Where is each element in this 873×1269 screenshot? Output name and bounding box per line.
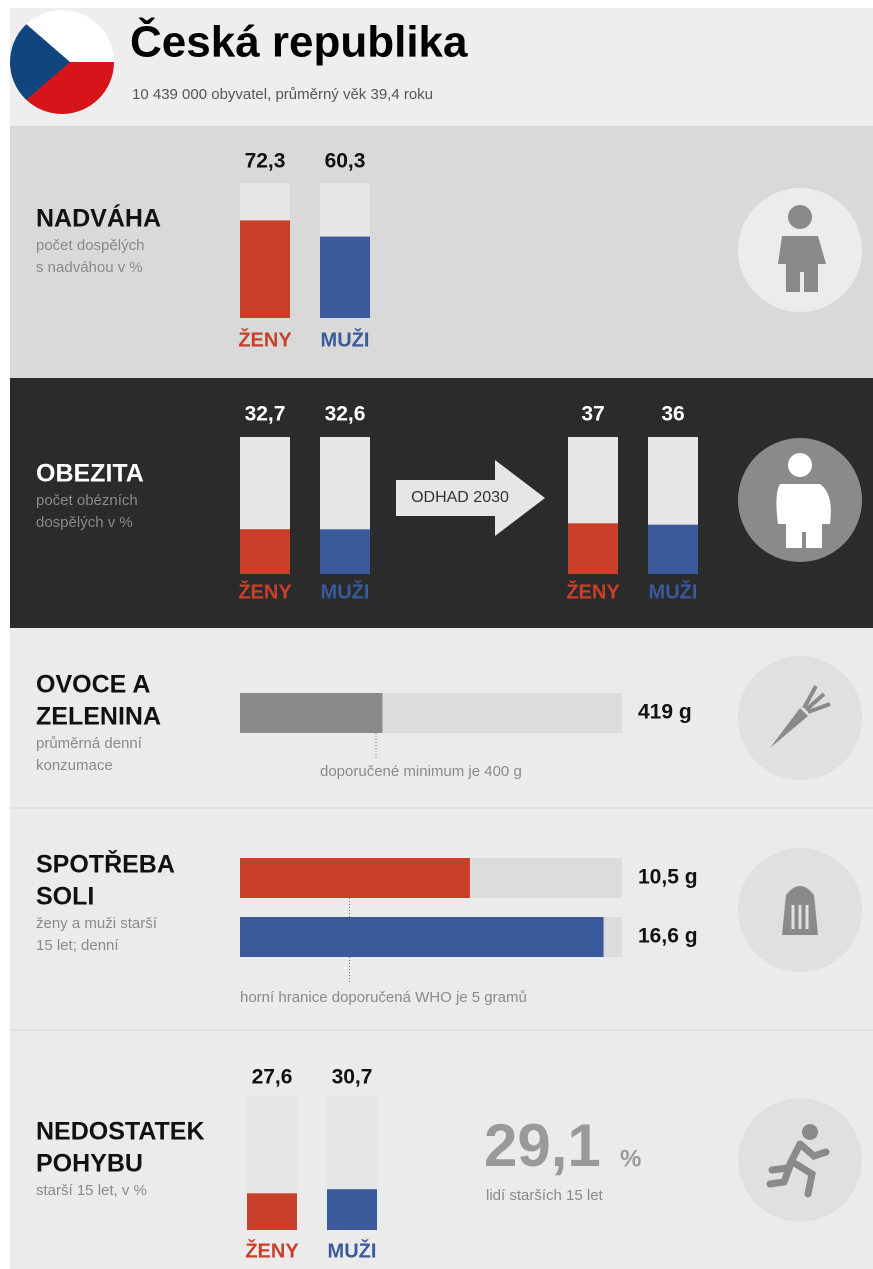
flag [10,10,114,114]
bar-value-label: 32,7 [245,403,286,426]
section-desc: počet dospělých [36,237,144,254]
subtitle: 10 439 000 obyvatel, průměrný věk 39,4 r… [132,86,433,103]
section-title: NEDOSTATEK [36,1118,205,1146]
bar [568,523,618,574]
bar [240,917,604,957]
overweight-bg [10,126,873,378]
section-desc: počet obézních [36,492,138,509]
section-desc: s nadváhou v % [36,259,143,276]
section-title: SOLI [36,883,94,911]
bar-value-label: 419 g [638,701,692,724]
section-desc: 15 let; denní [36,937,119,954]
title: Česká republika [130,16,468,67]
bar [240,858,470,898]
icon-runner [738,1098,862,1222]
bar [648,524,698,574]
bar-value-label: 27,6 [252,1066,293,1089]
section-title: OBEZITA [36,460,144,488]
icon-carrot [738,656,862,780]
section-desc: starší 15 let, v % [36,1182,147,1199]
section-title: SPOTŘEBA [36,849,175,879]
bar-name: MUŽI [649,579,698,603]
bar-name: MUŽI [321,327,370,351]
bar-name: ŽENY [245,1238,299,1262]
section-title: OVOCE A [36,671,150,699]
section-desc: dospělých v % [36,514,133,531]
total-unit: % [620,1145,641,1172]
section-desc: průměrná denní [36,735,143,752]
total-value: 29,1 [484,1112,601,1179]
section-desc: konzumace [36,757,113,774]
bar-value-label: 30,7 [332,1066,373,1089]
bar-name: ŽENY [238,327,292,351]
section-title: POHYBU [36,1150,143,1178]
bar-value-label: 60,3 [325,150,366,173]
section-title: NADVÁHA [36,204,161,233]
bar-value-label: 10,5 g [638,866,698,889]
icon-obesity [738,438,862,562]
header-bg [10,8,873,126]
icon-salt [738,848,862,972]
icon-overweight [738,188,862,312]
bar-name: ŽENY [566,579,620,603]
bar-value-label: 72,3 [245,150,286,173]
bar-value-label: 36 [661,403,684,426]
bar-name: MUŽI [328,1238,377,1262]
bar-name: MUŽI [321,579,370,603]
arrow [396,460,545,536]
bar-name: ŽENY [238,579,292,603]
reference-note: doporučené minimum je 400 g [320,763,522,780]
bar [240,220,290,318]
bar [247,1193,297,1230]
section-title: ZELENINA [36,703,161,731]
bar [320,236,370,318]
arrow-label: ODHAD 2030 [411,489,509,506]
bar [240,693,383,733]
total-note: lidí starších 15 let [486,1187,604,1204]
section-desc: ženy a muži starší [36,915,158,932]
bar-value-label: 32,6 [325,403,366,426]
bar [320,529,370,574]
bar [240,529,290,574]
bar-value-label: 16,6 g [638,925,698,948]
bar [327,1189,377,1230]
reference-note: horní hranice doporučená WHO je 5 gramů [240,989,527,1006]
bar-value-label: 37 [581,403,604,426]
